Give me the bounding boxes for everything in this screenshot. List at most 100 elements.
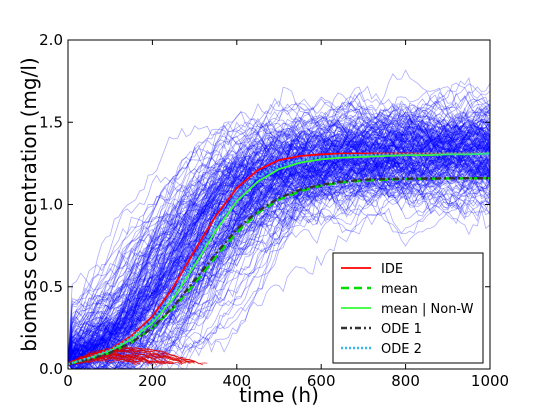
trajectory-line (68, 155, 490, 365)
trajectory-line (68, 141, 490, 363)
trajectory-line (68, 118, 490, 364)
trajectory-line (68, 157, 490, 363)
trajectory-line (68, 132, 490, 369)
trajectory-line (68, 113, 490, 363)
trajectory-line (68, 128, 490, 362)
trajectory-line (68, 129, 490, 364)
trajectory-line (68, 119, 490, 363)
trajectory-line (68, 153, 490, 363)
trajectory-line (68, 128, 490, 362)
y-tick-label: 0.5 (39, 278, 63, 296)
y-axis-label: biomass concentration (mg/l) (17, 57, 41, 351)
trajectory-line (68, 136, 490, 363)
trajectory-line (68, 145, 490, 364)
legend-label: ODE 2 (381, 342, 422, 357)
trajectory-line (68, 198, 490, 363)
trajectory-line (68, 124, 490, 364)
trajectory-line (68, 129, 490, 369)
stochastic-trajectories (68, 69, 490, 369)
trajectory-line (68, 130, 490, 369)
trajectory-line (68, 138, 490, 369)
trajectory-line (68, 137, 490, 364)
trajectory-line (68, 140, 490, 369)
trajectory-line (68, 105, 490, 364)
trajectory-line (68, 104, 490, 369)
y-tick-label: 1.5 (39, 113, 63, 131)
trajectory-line (68, 115, 490, 363)
trajectory-line (68, 163, 490, 369)
series-line-mean (68, 177, 490, 366)
trajectory-line (68, 126, 490, 364)
trajectory-line (68, 145, 490, 369)
trajectory-line (68, 102, 490, 364)
trajectory-line (68, 112, 490, 364)
trajectory-line (68, 103, 490, 365)
y-tick-label: 2.0 (39, 31, 63, 49)
trajectory-line (68, 101, 490, 363)
trajectory-line (68, 105, 490, 369)
trajectory-line (68, 164, 490, 362)
trajectory-line (68, 127, 490, 365)
trajectory-line (68, 105, 490, 369)
trajectory-line (68, 154, 490, 369)
trajectory-line (68, 131, 490, 364)
trajectory-line (68, 133, 490, 363)
trajectory-line (68, 159, 490, 368)
trajectory-line (68, 101, 490, 362)
trajectory-line (68, 163, 490, 360)
trajectory-line (68, 163, 490, 364)
trajectory-line (68, 128, 490, 364)
trajectory-line (68, 125, 490, 362)
trajectory-line (68, 114, 490, 364)
trajectory-line (68, 144, 490, 363)
x-tick-label: 1000 (471, 372, 509, 390)
trajectory-line (68, 86, 490, 364)
x-tick-label: 400 (222, 372, 251, 390)
legend-label: mean | Non-W (381, 302, 474, 317)
trajectory-line (68, 133, 490, 364)
trajectory-line (68, 106, 490, 369)
trajectory-line (68, 158, 490, 364)
series-line-mean-non-w (68, 152, 490, 365)
trajectory-line (68, 119, 490, 364)
trajectory-line (68, 142, 490, 369)
trajectory-line (68, 130, 490, 363)
trajectory-line (68, 105, 490, 363)
trajectory-line (68, 176, 490, 364)
trajectory-line (68, 152, 490, 365)
trajectory-line (68, 140, 490, 364)
trajectory-line (68, 107, 490, 363)
trajectory-line (68, 131, 490, 363)
trajectory-line (68, 129, 490, 364)
trajectory-line (68, 131, 490, 368)
trajectory-line (68, 164, 490, 365)
trajectory-line (68, 164, 490, 364)
trajectory-line (68, 126, 490, 364)
series-line-ode-1 (68, 177, 490, 366)
y-tick-label: 0.0 (39, 360, 63, 378)
trajectory-line (68, 148, 490, 363)
trajectory-line (68, 128, 490, 365)
trajectory-line (68, 198, 490, 369)
trajectory-line (68, 148, 490, 363)
trajectory-line (68, 91, 490, 362)
trajectory-line (68, 112, 490, 364)
trajectory-line (68, 134, 490, 364)
trajectory-line (68, 126, 490, 364)
trajectory-line (68, 98, 490, 369)
y-tick-label: 1.0 (39, 196, 63, 214)
trajectory-line (68, 100, 490, 365)
x-axis-label: time (h) (239, 383, 319, 407)
trajectory-line (68, 106, 490, 367)
trajectory-line (68, 127, 490, 363)
legend-label: ODE 1 (381, 322, 422, 337)
trajectory-line (68, 132, 490, 369)
trajectory-line (68, 124, 490, 369)
trajectory-line (68, 115, 490, 363)
x-tick-label: 600 (307, 372, 336, 390)
trajectory-line (68, 147, 490, 363)
trajectory-line (68, 145, 490, 367)
trajectory-line (68, 95, 490, 369)
trajectory-line (68, 96, 490, 364)
trajectory-line (68, 122, 490, 369)
